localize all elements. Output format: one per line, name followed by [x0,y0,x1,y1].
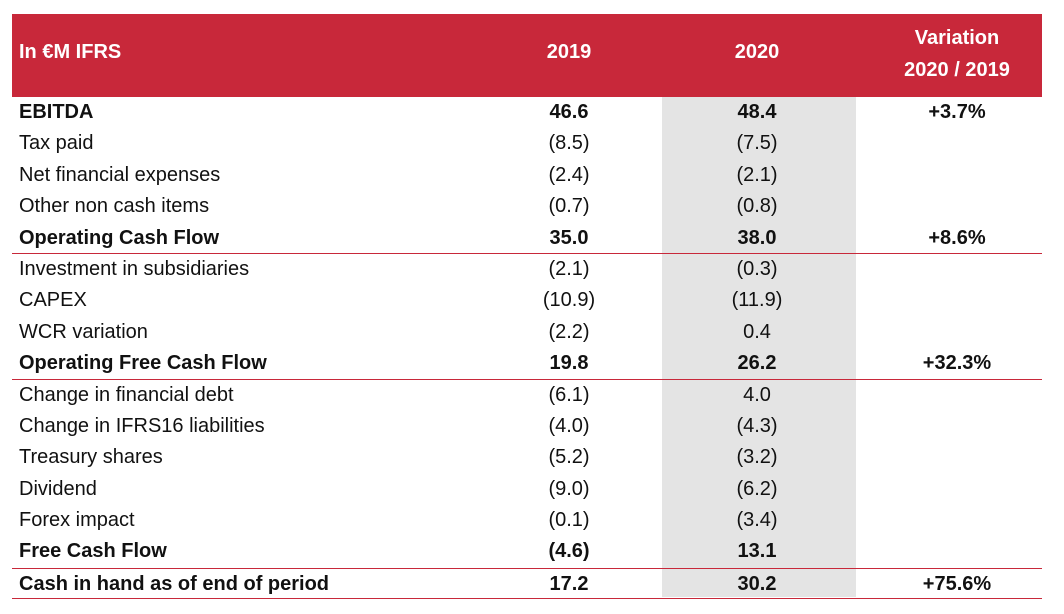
table-row: Operating Cash Flow 35.0 38.0 +8.6% [12,223,1042,254]
row-label: CAPEX [19,289,87,312]
value-2020: (0.8) [736,195,778,218]
table-row: Treasury shares (5.2) (3.2) [12,442,1042,473]
value-2020: 4.0 [743,383,771,406]
value-2020: 38.0 [737,226,777,249]
row-label: Other non cash items [19,195,210,218]
row-label: Change in financial debt [19,383,234,406]
value-2020: 30.2 [737,572,777,595]
row-label: Treasury shares [19,446,163,469]
row-label: Free Cash Flow [19,540,167,563]
value-2019: 19.8 [549,352,589,375]
value-2020: 48.4 [737,101,777,123]
table-row: Net financial expenses (2.4) (2.1) [12,160,1042,191]
value-2020: (3.4) [736,509,778,532]
value-2019: (2.1) [548,257,590,280]
value-2019: (0.7) [548,195,590,218]
cash-flow-table: In €M IFRS 2019 2020 Variation 2020 / 20… [12,14,1042,600]
value-2020: (11.9) [731,289,783,312]
value-2019: (8.5) [548,132,590,155]
row-label: WCR variation [19,320,148,343]
table-row: Free Cash Flow (4.6) 13.1 [12,536,1042,567]
value-variation: +32.3% [922,352,992,375]
table-row: Change in IFRS16 liabilities (4.0) (4.3) [12,411,1042,442]
value-2020: (4.3) [736,414,778,437]
table-row: Cash in hand as of end of period 17.2 30.2… [12,567,1042,600]
value-2019: (4.0) [548,414,590,437]
value-variation: +3.7% [928,101,986,123]
table-row: Operating Free Cash Flow 19.8 26.2 +32.3% [12,348,1042,380]
header-label: In €M IFRS [19,41,122,63]
table-row: Forex impact (0.1) (3.4) [12,505,1042,536]
table-row: CAPEX (10.9) (11.9) [12,285,1042,316]
value-2020: 26.2 [737,352,777,375]
table-row: EBITDA 46.6 48.4 +3.7% [12,96,1042,128]
row-label: Dividend [19,477,97,500]
header-2019: 2019 [546,41,592,63]
value-variation: +75.6% [922,572,992,595]
table-header: In €M IFRS 2019 2020 Variation 2020 / 20… [12,14,1042,96]
highlight-column-2020 [662,96,856,597]
row-label: EBITDA [19,101,94,123]
value-variation: +8.6% [928,226,986,249]
value-2019: 46.6 [549,101,589,123]
value-2019: (10.9) [542,289,596,312]
value-2019: 35.0 [549,226,589,249]
value-2019: (6.1) [548,383,590,406]
value-2020: (3.2) [736,446,778,469]
value-2019: (4.6) [548,540,590,563]
value-2019: (9.0) [548,477,590,500]
value-2020: (0.3) [736,257,778,280]
value-2019: (5.2) [548,446,590,469]
row-label: Forex impact [19,509,135,532]
value-2019: 17.2 [549,572,589,595]
table-body: EBITDA 46.6 48.4 +3.7% Tax paid (8.5) (7.5) Net… [12,96,1042,600]
row-label: Net financial expenses [19,163,221,186]
row-label: Cash in hand as of end of period [19,572,330,595]
value-2020: (6.2) [736,477,778,500]
value-2020: (7.5) [736,132,778,155]
table-row: Other non cash items (0.7) (0.8) [12,191,1042,222]
value-2020: 0.4 [743,320,771,343]
table-row: Change in financial debt (6.1) 4.0 [12,380,1042,411]
row-label: Change in IFRS16 liabilities [19,414,265,437]
value-2019: (2.4) [548,163,590,186]
table-row: Investment in subsidiaries (2.1) (0.3) [12,254,1042,285]
table-row: WCR variation (2.2) 0.4 [12,317,1042,348]
row-label: Operating Cash Flow [19,226,220,249]
value-2019: (2.2) [548,320,590,343]
row-label: Investment in subsidiaries [19,257,250,280]
header-2020: 2020 [734,41,780,63]
value-2020: (2.1) [736,163,778,186]
header-variation-line2: 2020 / 2019 [904,59,1010,81]
value-2020: 13.1 [737,540,777,563]
table-row: Tax paid (8.5) (7.5) [12,128,1042,159]
row-label: Operating Free Cash Flow [19,352,267,375]
table-row: Dividend (9.0) (6.2) [12,474,1042,505]
header-variation-line1: Variation [914,27,1000,49]
row-label: Tax paid [19,132,94,155]
header-variation: Variation 2020 / 2019 [872,22,1042,86]
value-2019: (0.1) [548,509,590,532]
